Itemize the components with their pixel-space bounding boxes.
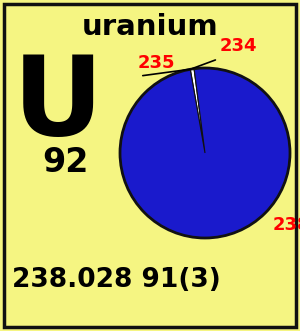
Text: 238.028 91(3): 238.028 91(3): [12, 267, 221, 293]
Text: uranium: uranium: [82, 13, 218, 41]
Wedge shape: [120, 68, 290, 238]
Wedge shape: [190, 69, 205, 153]
Text: 234: 234: [220, 37, 257, 55]
Text: 235: 235: [138, 54, 176, 72]
Text: 92: 92: [42, 146, 88, 179]
Text: 238: 238: [273, 216, 300, 234]
Text: U: U: [13, 51, 103, 158]
Wedge shape: [190, 69, 205, 153]
